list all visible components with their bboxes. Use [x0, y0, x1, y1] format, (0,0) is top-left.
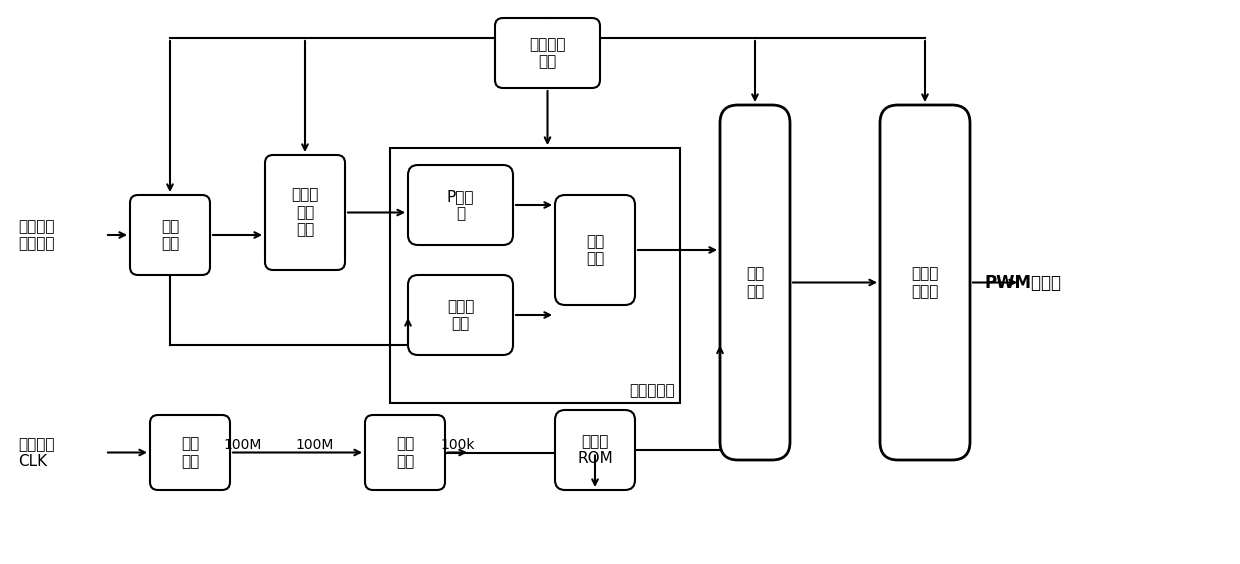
FancyBboxPatch shape	[130, 195, 210, 275]
FancyBboxPatch shape	[365, 415, 445, 490]
Text: P调节
器: P调节 器	[446, 189, 474, 221]
FancyBboxPatch shape	[880, 105, 970, 460]
FancyBboxPatch shape	[495, 18, 600, 88]
Text: 电流环模块: 电流环模块	[630, 383, 675, 398]
Text: 死区控
制模块: 死区控 制模块	[911, 266, 939, 299]
Text: 采样
模块: 采样 模块	[161, 219, 179, 251]
Text: 100M: 100M	[296, 438, 335, 452]
Text: 倍频
模块: 倍频 模块	[181, 437, 200, 469]
FancyBboxPatch shape	[408, 275, 513, 355]
Text: 母线电
压环
模块: 母线电 压环 模块	[291, 188, 319, 237]
FancyBboxPatch shape	[150, 415, 229, 490]
Text: 三角波
ROM: 三角波 ROM	[577, 434, 613, 466]
Text: 100k: 100k	[440, 438, 475, 452]
Text: 重复控
制器: 重复控 制器	[446, 299, 474, 331]
Text: PWM驱动波: PWM驱动波	[985, 274, 1061, 292]
FancyBboxPatch shape	[720, 105, 790, 460]
FancyBboxPatch shape	[265, 155, 345, 270]
Text: 调制
模块: 调制 模块	[746, 266, 764, 299]
FancyBboxPatch shape	[408, 165, 513, 245]
Text: 分频
模块: 分频 模块	[396, 437, 414, 469]
Bar	[391, 148, 680, 403]
Text: 同步时钟
模块: 同步时钟 模块	[529, 37, 565, 69]
Text: 母线电压
输出电流: 母线电压 输出电流	[19, 219, 55, 251]
Text: 外部时钟
CLK: 外部时钟 CLK	[19, 437, 55, 469]
Text: 100M: 100M	[223, 438, 262, 452]
FancyBboxPatch shape	[556, 195, 635, 305]
Text: 限幅
模块: 限幅 模块	[585, 234, 604, 266]
FancyBboxPatch shape	[556, 410, 635, 490]
